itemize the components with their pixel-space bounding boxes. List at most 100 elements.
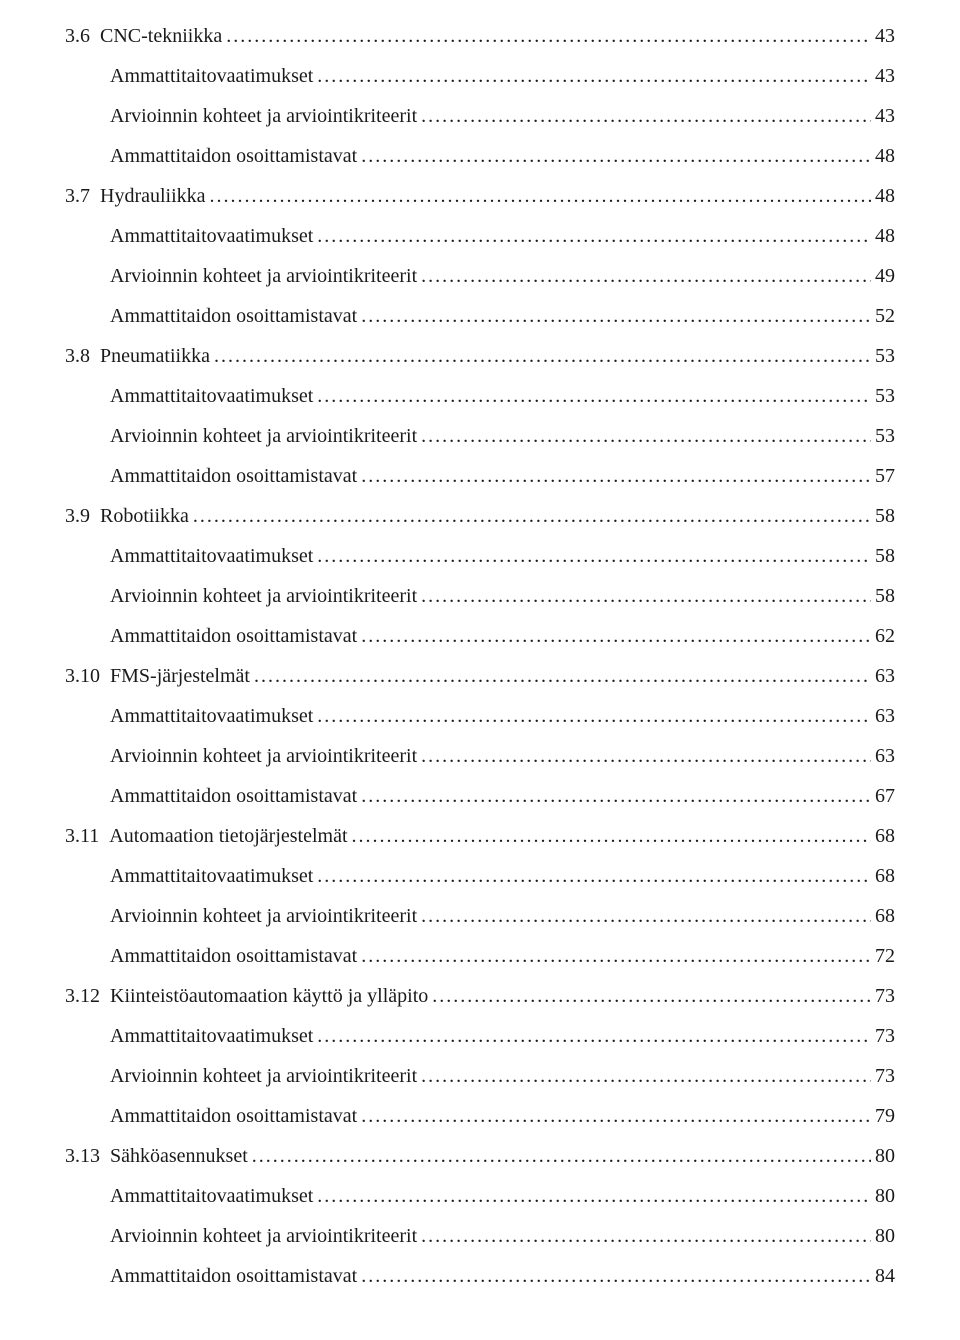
toc-leader-dots [317,860,871,892]
toc-page-number: 48 [875,140,895,172]
toc-entry: 3.10Arvioinnin kohteet ja arviointikrite… [65,580,895,612]
toc-entry: 3.10Ammattitaitovaatimukset43 [65,60,895,92]
toc-section-number: 3.12 [65,980,100,1012]
toc-entry: 3.10Ammattitaitovaatimukset63 [65,700,895,732]
toc-title: Pneumatiikka [100,340,210,372]
toc-leader-dots [361,780,871,812]
toc-page-number: 79 [875,1100,895,1132]
toc-title: Ammattitaitovaatimukset [110,540,313,572]
toc-title: Ammattitaitovaatimukset [110,60,313,92]
toc-entry: 3.10Ammattitaidon osoittamistavat57 [65,460,895,492]
toc-leader-dots [317,700,871,732]
toc-title: Ammattitaitovaatimukset [110,380,313,412]
toc-title: Ammattitaitovaatimukset [110,860,313,892]
toc-page-number: 58 [875,540,895,572]
toc-title: Ammattitaitovaatimukset [110,1020,313,1052]
toc-page-number: 72 [875,940,895,972]
toc-leader-dots [193,500,871,532]
toc-title: Ammattitaitovaatimukset [110,1180,313,1212]
toc-entry: 3.10Ammattitaitovaatimukset80 [65,1180,895,1212]
toc-leader-dots [432,980,871,1012]
toc-page-number: 49 [875,260,895,292]
toc-section-number: 3.6 [65,20,90,52]
toc-entry: 3.12Kiinteistöautomaation käyttö ja yllä… [65,980,895,1012]
toc-entry: 3.10Arvioinnin kohteet ja arviointikrite… [65,1220,895,1252]
toc-leader-dots [317,380,871,412]
toc-title: Ammattitaidon osoittamistavat [110,300,357,332]
toc-title: Ammattitaitovaatimukset [110,700,313,732]
toc-page-number: 43 [875,60,895,92]
toc-entry: 3.10Arvioinnin kohteet ja arviointikrite… [65,100,895,132]
toc-page-number: 52 [875,300,895,332]
toc-page-number: 68 [875,860,895,892]
toc-entry: 3.10Ammattitaidon osoittamistavat52 [65,300,895,332]
toc-leader-dots [361,1260,871,1292]
toc-entry: 3.9 Robotiikka 58 [65,500,895,532]
toc-page-number: 62 [875,620,895,652]
toc-leader-dots [317,60,871,92]
toc-page-number: 63 [875,660,895,692]
toc-page-number: 53 [875,340,895,372]
toc-title: Arvioinnin kohteet ja arviointikriteerit [110,900,417,932]
toc-title: Sähköasennukset [110,1140,248,1172]
toc-page-number: 73 [875,980,895,1012]
toc-leader-dots [421,100,871,132]
toc-title: Ammattitaidon osoittamistavat [110,620,357,652]
toc-leader-dots [210,180,871,212]
toc-leader-dots [254,660,871,692]
toc-title: Robotiikka [100,500,189,532]
toc-entry: 3.10Ammattitaitovaatimukset68 [65,860,895,892]
toc-leader-dots [352,820,871,852]
toc-page-number: 63 [875,740,895,772]
toc-page-number: 48 [875,220,895,252]
toc-title: Ammattitaidon osoittamistavat [110,1100,357,1132]
toc-leader-dots [361,620,871,652]
toc-section-number: 3.7 [65,180,90,212]
toc-title: Arvioinnin kohteet ja arviointikriteerit [110,100,417,132]
toc-page-number: 63 [875,700,895,732]
toc-entry: 3.10Ammattitaitovaatimukset48 [65,220,895,252]
toc-entry: 3.10Ammattitaitovaatimukset58 [65,540,895,572]
toc-page-number: 80 [875,1220,895,1252]
toc-title: Arvioinnin kohteet ja arviointikriteerit [110,1060,417,1092]
toc-entry: 3.10Arvioinnin kohteet ja arviointikrite… [65,740,895,772]
toc-leader-dots [361,140,871,172]
toc-entry: 3.10Ammattitaidon osoittamistavat62 [65,620,895,652]
toc-page-number: 80 [875,1140,895,1172]
toc-page-number: 73 [875,1020,895,1052]
toc-entry: 3.11Automaation tietojärjestelmät68 [65,820,895,852]
table-of-contents: 3.6 CNC-tekniikka 43 3.10Ammattitaitovaatim… [65,20,895,1292]
toc-page-number: 43 [875,20,895,52]
toc-title: Ammattitaidon osoittamistavat [110,940,357,972]
toc-page-number: 67 [875,780,895,812]
toc-entry: 3.7Hydrauliikka48 [65,180,895,212]
toc-page-number: 73 [875,1060,895,1092]
toc-title: CNC-tekniikka [100,20,222,52]
toc-page-number: 68 [875,820,895,852]
toc-entry: 3.10Ammattitaidon osoittamistavat48 [65,140,895,172]
toc-leader-dots [214,340,871,372]
toc-leader-dots [421,260,871,292]
toc-page-number: 58 [875,580,895,612]
toc-title: Arvioinnin kohteet ja arviointikriteerit [110,740,417,772]
toc-title: Ammattitaidon osoittamistavat [110,460,357,492]
toc-entry: 3.8 Pneumatiikka 53 [65,340,895,372]
toc-entry: 3.10Ammattitaidon osoittamistavat67 [65,780,895,812]
toc-title: Ammattitaidon osoittamistavat [110,140,357,172]
toc-title: Arvioinnin kohteet ja arviointikriteerit [110,260,417,292]
toc-title: Hydrauliikka [100,180,206,212]
toc-leader-dots [421,1060,871,1092]
toc-entry: 3.10Ammattitaidon osoittamistavat79 [65,1100,895,1132]
toc-page-number: 84 [875,1260,895,1292]
toc-title: Automaation tietojärjestelmät [109,820,347,852]
toc-leader-dots [421,900,871,932]
toc-page-number: 58 [875,500,895,532]
toc-title: Ammattitaidon osoittamistavat [110,1260,357,1292]
toc-entry: 3.10Ammattitaidon osoittamistavat72 [65,940,895,972]
toc-leader-dots [226,20,871,52]
toc-leader-dots [421,740,871,772]
toc-entry: 3.13 Sähköasennukset 80 [65,1140,895,1172]
toc-section-number: 3.9 [65,500,90,532]
toc-section-number: 3.8 [65,340,90,372]
toc-section-number: 3.13 [65,1140,100,1172]
